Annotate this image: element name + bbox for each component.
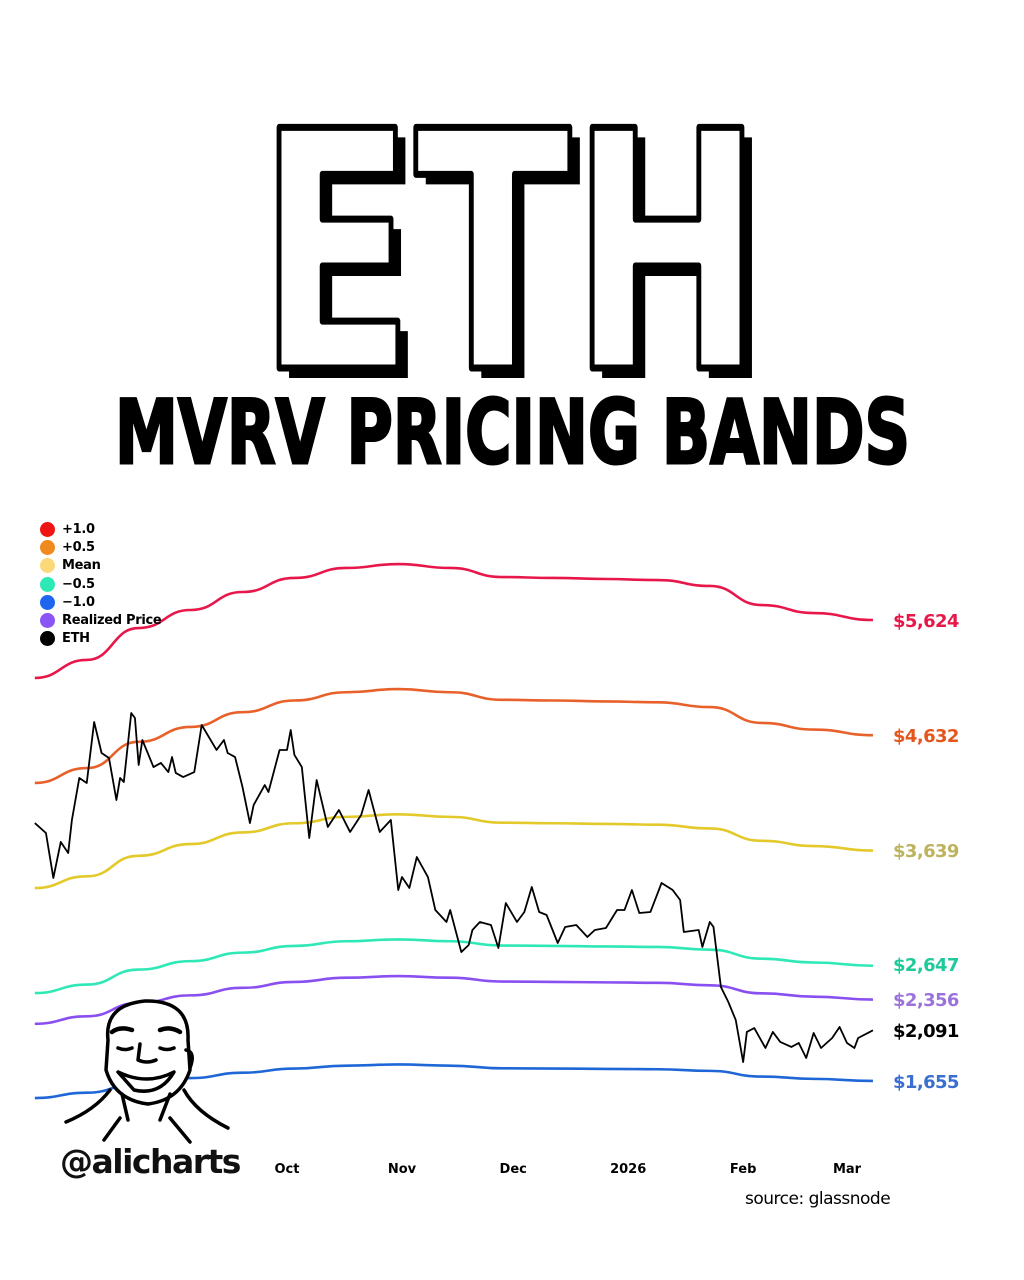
legend-label: ETH <box>62 631 90 647</box>
legend-dot-icon <box>40 539 55 555</box>
legend-item: −0.5 <box>40 575 161 593</box>
legend-label: +1.0 <box>62 521 95 537</box>
legend-dot-icon <box>40 576 55 592</box>
x-tick-label: Mar <box>833 1162 862 1177</box>
end-value-label-realized-price: $2,356 <box>893 990 959 1011</box>
avatar-illustration <box>62 999 230 1158</box>
legend-label: −0.5 <box>62 576 95 592</box>
x-tick-label: Feb <box>730 1162 756 1177</box>
page-title: ETH <box>258 62 763 446</box>
x-tick-label: Dec <box>500 1162 527 1177</box>
x-tick-label: Oct <box>275 1162 300 1177</box>
legend-item: +1.0 <box>40 520 161 538</box>
series-line-realized-price <box>34 974 873 1026</box>
legend: +1.0 +0.5 Mean −0.5 −1.0 Realized Price ETH <box>40 520 162 648</box>
series-line-0-5 <box>34 687 873 785</box>
legend-label: +0.5 <box>62 539 95 555</box>
series-line-mean <box>34 813 873 890</box>
legend-dot-icon <box>40 594 55 610</box>
brand-handle: @alicharts <box>60 1142 241 1181</box>
series-line-eth <box>34 712 874 1063</box>
series-line-0-5 <box>34 938 873 995</box>
title-shadow: ETH <box>268 72 773 456</box>
legend-dot-icon <box>40 613 55 629</box>
end-value-label-1-0: $5,624 <box>893 611 959 632</box>
end-value-label-mean: $3,639 <box>893 841 959 862</box>
legend-label: Mean <box>62 558 101 574</box>
legend-label: −1.0 <box>62 594 95 610</box>
legend-dot-icon <box>40 521 55 537</box>
legend-item: −1.0 <box>40 593 161 611</box>
x-tick-label: Nov <box>388 1162 417 1177</box>
series-line-1-0 <box>34 562 873 680</box>
legend-dot-icon <box>40 631 55 647</box>
legend-item: Realized Price <box>40 611 162 629</box>
end-value-label-0-5: $2,647 <box>893 955 959 976</box>
title-graphic: ETH ETH MVRV PRICING BANDS <box>114 59 912 481</box>
end-value-label-1-0: $1,655 <box>893 1072 959 1093</box>
source-note: source: glassnode <box>745 1189 891 1209</box>
legend-label: Realized Price <box>62 613 162 629</box>
end-value-label-eth: $2,091 <box>893 1021 959 1042</box>
x-tick-label: 2026 <box>610 1162 646 1177</box>
legend-item: ETH <box>40 630 161 648</box>
page-subtitle: MVRV PRICING BANDS <box>115 381 910 480</box>
legend-dot-icon <box>40 558 55 574</box>
legend-item: +0.5 <box>40 538 161 556</box>
end-value-label-0-5: $4,632 <box>893 726 959 747</box>
legend-item: Mean <box>40 557 161 575</box>
